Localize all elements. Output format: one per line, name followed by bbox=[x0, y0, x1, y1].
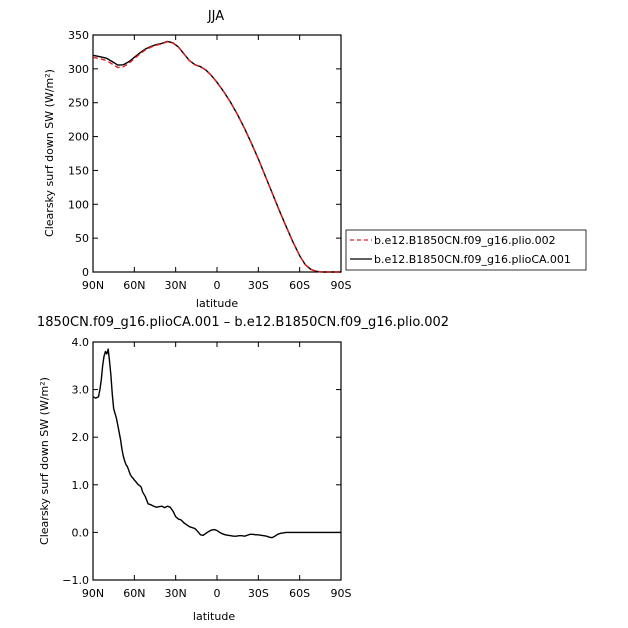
series-line-0 bbox=[92, 348, 341, 539]
y-tick-label: 250 bbox=[68, 97, 89, 110]
top-plot-frame bbox=[92, 34, 342, 273]
y-tick-label: 1.0 bbox=[72, 479, 90, 492]
x-tick-label: 0 bbox=[214, 587, 221, 600]
series-line-1 bbox=[92, 40, 341, 273]
bottom-y-ticks: −1.0 0.0 1.0 2.0 3.0 4.0 bbox=[62, 336, 341, 587]
series-line-0 bbox=[92, 41, 341, 273]
bottom-x-ticks: 90N 60N 30N 0 30S 60S 90S bbox=[82, 342, 352, 600]
legend-label-plio-002: b.e12.B1850CN.f09_g16.plio.002 bbox=[374, 234, 556, 247]
top-panel: JJA 90N 60N 30N 0 30S 60S 90S 0 50 100 150 200 250 3… bbox=[43, 9, 352, 310]
y-tick-label: 0 bbox=[82, 266, 89, 279]
top-x-axis-label: latitude bbox=[196, 297, 238, 310]
x-tick-label: 60N bbox=[123, 279, 145, 292]
top-y-ticks: 0 50 100 150 200 250 300 350 bbox=[68, 29, 341, 279]
bottom-chart-title: 1850CN.f09_g16.plioCA.001 – b.e12.B1850C… bbox=[37, 315, 449, 330]
y-tick-label: 0.0 bbox=[72, 526, 90, 539]
top-y-axis-label: Clearsky surf down SW (W/m²) bbox=[43, 69, 56, 237]
y-tick-label: 350 bbox=[68, 29, 89, 42]
x-tick-label: 90N bbox=[82, 279, 104, 292]
x-tick-label: 90S bbox=[331, 587, 352, 600]
x-tick-label: 30N bbox=[165, 587, 187, 600]
y-tick-label: 4.0 bbox=[72, 336, 90, 349]
y-tick-label: −1.0 bbox=[62, 574, 89, 587]
bottom-panel: 1850CN.f09_g16.plioCA.001 – b.e12.B1850C… bbox=[37, 315, 449, 623]
x-tick-label: 60N bbox=[123, 587, 145, 600]
bottom-y-axis-label: Clearsky surf down SW (W/m²) bbox=[38, 377, 51, 545]
y-tick-label: 2.0 bbox=[72, 431, 90, 444]
y-tick-label: 50 bbox=[75, 232, 89, 245]
top-x-ticks: 90N 60N 30N 0 30S 60S 90S bbox=[82, 35, 352, 292]
legend-box bbox=[345, 229, 587, 271]
x-tick-label: 30S bbox=[248, 279, 269, 292]
legend-label-plioca-001: b.e12.B1850CN.f09_g16.plioCA.001 bbox=[374, 253, 571, 266]
top-series-lines bbox=[92, 40, 341, 273]
x-tick-label: 30S bbox=[248, 587, 269, 600]
bottom-x-axis-label: latitude bbox=[193, 610, 235, 623]
bottom-series-lines bbox=[92, 348, 341, 539]
y-tick-label: 300 bbox=[68, 63, 89, 76]
x-tick-label: 0 bbox=[214, 279, 221, 292]
y-tick-label: 3.0 bbox=[72, 384, 90, 397]
y-tick-label: 100 bbox=[68, 198, 89, 211]
x-tick-label: 60S bbox=[289, 279, 310, 292]
x-tick-label: 60S bbox=[289, 587, 310, 600]
top-chart-title: JJA bbox=[207, 9, 224, 24]
x-tick-label: 90S bbox=[331, 279, 352, 292]
x-tick-label: 30N bbox=[165, 279, 187, 292]
x-tick-label: 90N bbox=[82, 587, 104, 600]
y-tick-label: 200 bbox=[68, 131, 89, 144]
legend: b.e12.B1850CN.f09_g16.plio.002 b.e12.B18… bbox=[345, 229, 587, 271]
y-tick-label: 150 bbox=[68, 164, 89, 177]
bottom-plot-frame bbox=[92, 341, 342, 581]
